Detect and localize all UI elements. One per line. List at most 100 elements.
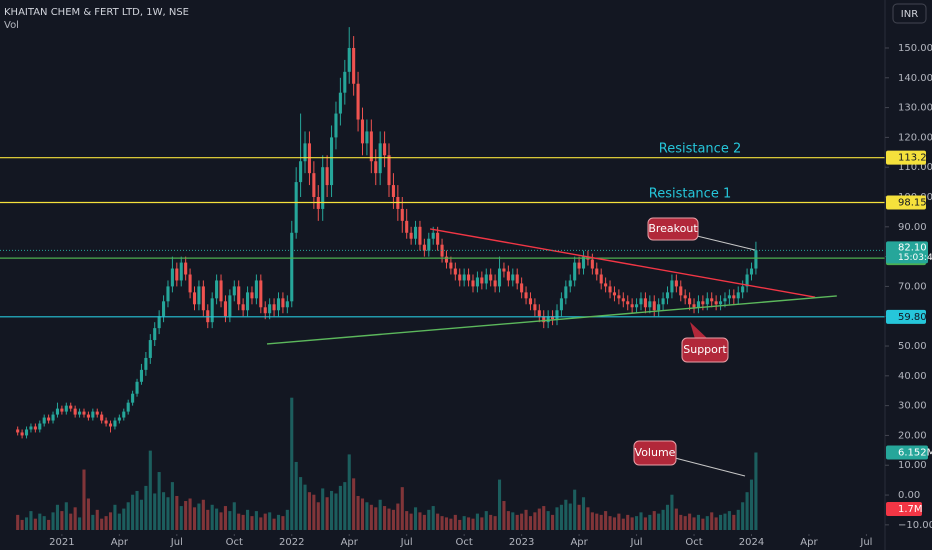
- candle-body: [241, 304, 245, 311]
- candle-body: [210, 298, 214, 323]
- candle-body: [259, 280, 263, 308]
- candle-body: [467, 274, 471, 281]
- volume-bar: [542, 506, 546, 530]
- volume-bar: [497, 479, 502, 530]
- candle-body: [595, 268, 599, 275]
- callout-pointer: [674, 457, 746, 477]
- candle-body: [254, 280, 258, 299]
- volume-bar: [153, 493, 157, 530]
- chart-title: KHAITAN CHEM & FERT LTD, 1W, NSE: [4, 7, 189, 18]
- volume-bar: [347, 454, 351, 530]
- volume-bar: [480, 517, 484, 530]
- volume-bar: [462, 516, 466, 530]
- volume-bar: [334, 493, 338, 530]
- candle-body: [365, 131, 369, 144]
- x-tick-label: 2021: [49, 537, 74, 548]
- candle-body: [745, 274, 749, 287]
- candle-body: [108, 423, 113, 427]
- x-tick-label: 2023: [509, 537, 534, 548]
- volume-bar: [604, 511, 608, 530]
- candle-body: [188, 274, 192, 293]
- candle-body: [78, 411, 82, 415]
- candle-body: [475, 277, 479, 287]
- volume-bar: [237, 513, 241, 530]
- volume-bar: [418, 512, 422, 530]
- candle-body: [515, 274, 519, 284]
- candle-body: [42, 417, 46, 424]
- volume-bar: [533, 512, 537, 530]
- volume-bar: [29, 511, 33, 530]
- candle-body: [162, 301, 166, 317]
- volume-bar: [33, 518, 37, 530]
- candle-body: [409, 232, 413, 239]
- trendline: [430, 228, 816, 298]
- candle-body: [290, 232, 294, 302]
- x-tick-label: 2024: [739, 537, 764, 548]
- volume-bar: [714, 517, 718, 530]
- volume-bar: [396, 503, 400, 530]
- volume-bar: [626, 514, 630, 530]
- currency-button[interactable]: [892, 3, 927, 24]
- candle-body: [73, 408, 77, 415]
- volume-bar: [197, 503, 201, 530]
- volume-bar: [559, 504, 563, 530]
- volume-bar: [444, 517, 449, 530]
- volume-bar: [643, 517, 647, 530]
- volume-bar: [223, 506, 227, 530]
- volume-bar: [431, 506, 435, 530]
- candle-body: [701, 301, 705, 305]
- candle-body: [312, 173, 316, 198]
- volume-bar: [312, 494, 316, 530]
- level-badge: [886, 195, 926, 210]
- volume-bar: [206, 509, 210, 530]
- candle-body: [153, 328, 157, 341]
- candle-body: [688, 298, 692, 305]
- candle-body: [657, 304, 661, 311]
- volume-bar: [307, 492, 311, 530]
- volume-bar: [745, 492, 749, 530]
- candle-body: [250, 292, 254, 299]
- volume-bar: [263, 513, 267, 530]
- volume-bar: [400, 487, 404, 530]
- candle-body: [427, 238, 431, 251]
- y-tick-label: 20.00: [898, 430, 927, 441]
- candle-body: [263, 307, 267, 314]
- volume-bar: [520, 513, 524, 530]
- volume-bar: [170, 482, 174, 530]
- candle-body: [294, 182, 298, 233]
- volume-bar: [383, 506, 387, 530]
- candle-body: [573, 262, 577, 281]
- volume-bar: [290, 397, 294, 530]
- candle-body: [679, 286, 683, 296]
- candle-body: [431, 232, 435, 239]
- candle-body: [175, 268, 179, 281]
- candle-body: [82, 411, 86, 415]
- candle-body: [612, 292, 617, 296]
- volume-bar: [524, 509, 528, 530]
- volume-bar: [241, 514, 245, 530]
- callout-pointer: [696, 235, 756, 251]
- volume-bar: [612, 517, 617, 530]
- candle-body: [453, 268, 457, 275]
- volume-bar: [113, 504, 117, 530]
- candle-body: [285, 301, 289, 308]
- volume-bar: [537, 508, 541, 530]
- candle-body: [555, 310, 559, 320]
- candle-body: [374, 161, 378, 174]
- volume-bar: [192, 507, 197, 530]
- volume-bar: [546, 511, 550, 530]
- trendline: [266, 295, 837, 345]
- volume-bar: [215, 508, 219, 530]
- volume-bar: [413, 507, 418, 530]
- currency-label[interactable]: INR: [901, 9, 918, 20]
- volume-bar: [581, 497, 586, 530]
- y-tick-label: 70.00: [898, 281, 927, 292]
- candle-body: [480, 277, 484, 284]
- volume-bar: [24, 517, 29, 530]
- candle-body: [139, 369, 144, 382]
- candle-body: [533, 304, 537, 311]
- candle-body: [599, 274, 603, 284]
- candle-body: [95, 411, 99, 415]
- candle-body: [630, 304, 634, 308]
- candle-body: [497, 268, 502, 287]
